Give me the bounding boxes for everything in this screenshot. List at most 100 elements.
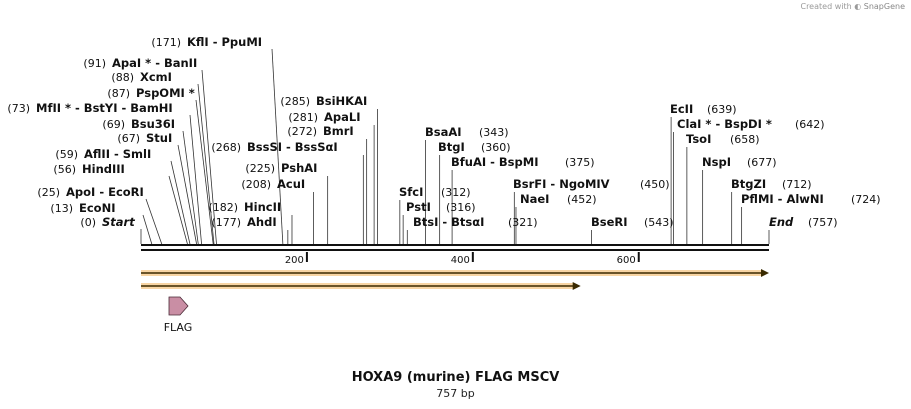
site-position: (69) bbox=[102, 118, 125, 131]
site-name[interactable]: ApaI * - BanII bbox=[112, 56, 197, 70]
snapgene-logo-icon: ◐ bbox=[854, 2, 862, 11]
site-name[interactable]: NaeI bbox=[520, 192, 549, 206]
orf-arrowhead-icon bbox=[761, 269, 769, 277]
site-position: (360) bbox=[481, 141, 511, 154]
site-name[interactable]: BtsI - BtsαI bbox=[413, 215, 484, 229]
site-position: (177) bbox=[211, 216, 241, 229]
site-position: (712) bbox=[782, 178, 812, 191]
site-position: (642) bbox=[795, 118, 825, 131]
site-labels: (0) Start (13) EcoNI (25) ApoI - EcoRI (56) Hin… bbox=[7, 35, 880, 229]
site-connector bbox=[271, 48, 284, 245]
site-position: (724) bbox=[851, 193, 881, 206]
map-title: HOXA9 (murine) FLAG MSCV bbox=[351, 370, 560, 385]
site-position: (450) bbox=[640, 178, 670, 191]
site-name[interactable]: BsrFI - NgoMIV bbox=[513, 177, 610, 191]
site-name[interactable]: ApoI - EcoRI bbox=[66, 185, 144, 199]
site-name[interactable]: End bbox=[769, 215, 794, 229]
site-connector bbox=[145, 198, 163, 245]
site-position: (375) bbox=[565, 156, 595, 169]
site-name[interactable]: PstI bbox=[406, 200, 431, 214]
site-position: (639) bbox=[707, 103, 737, 116]
site-connector bbox=[197, 83, 215, 245]
site-position: (67) bbox=[117, 132, 140, 145]
site-name[interactable]: BssSI - BssSαI bbox=[247, 140, 338, 154]
site-connector bbox=[177, 144, 197, 245]
site-lines bbox=[140, 48, 770, 245]
orfs bbox=[141, 269, 769, 290]
site-position: (677) bbox=[747, 156, 777, 169]
site-connector bbox=[182, 130, 199, 245]
site-position: (73) bbox=[7, 102, 30, 115]
site-position: (208) bbox=[241, 178, 271, 191]
orf-arrowhead-icon bbox=[572, 282, 581, 290]
site-name[interactable]: AcuI bbox=[277, 177, 305, 191]
site-position: (88) bbox=[111, 71, 134, 84]
flag-feature[interactable]: FLAG bbox=[164, 296, 193, 334]
site-connector bbox=[189, 114, 202, 245]
snapgene-credit: Created with ◐ SnapGene bbox=[800, 2, 905, 11]
site-name[interactable]: MfII * - BstYI - BamHI bbox=[36, 101, 173, 115]
site-name[interactable]: EcoNI bbox=[79, 201, 115, 215]
site-position: (343) bbox=[479, 126, 509, 139]
site-position: (658) bbox=[730, 133, 760, 146]
site-position: (268) bbox=[211, 141, 241, 154]
site-name[interactable]: BmrI bbox=[323, 124, 354, 138]
tick-label: 400 bbox=[451, 255, 470, 266]
site-position: (281) bbox=[288, 111, 318, 124]
site-connector bbox=[168, 175, 188, 245]
site-position: (13) bbox=[50, 202, 73, 215]
site-name[interactable]: XcmI bbox=[140, 70, 172, 84]
site-connector bbox=[170, 160, 191, 245]
tick-marks: 200 400 600 bbox=[285, 252, 640, 266]
site-position: (91) bbox=[83, 57, 106, 70]
site-name[interactable]: ClaI * - BspDI * bbox=[677, 117, 772, 131]
site-position: (59) bbox=[55, 148, 78, 161]
site-name[interactable]: TsoI bbox=[686, 132, 711, 146]
site-position: (543) bbox=[644, 216, 674, 229]
site-connector bbox=[195, 99, 214, 245]
feature-label-flag: FLAG bbox=[164, 321, 193, 334]
site-name[interactable]: BtgI bbox=[438, 140, 465, 154]
map-length: 757 bp bbox=[436, 387, 475, 400]
backbone bbox=[141, 244, 769, 251]
site-name[interactable]: PshAI bbox=[281, 161, 317, 175]
site-position: (272) bbox=[287, 125, 317, 138]
site-name[interactable]: ApaLI bbox=[324, 110, 361, 124]
site-name[interactable]: Bsu36I bbox=[131, 117, 175, 131]
site-name[interactable]: HincII bbox=[244, 200, 281, 214]
site-name[interactable]: StuI bbox=[146, 131, 172, 145]
site-position: (182) bbox=[208, 201, 238, 214]
site-name[interactable]: PflMI - AlwNI bbox=[741, 192, 824, 206]
tick-label: 600 bbox=[617, 255, 636, 266]
site-position: (56) bbox=[53, 163, 76, 176]
site-name[interactable]: EcII bbox=[670, 102, 693, 116]
site-position: (87) bbox=[107, 87, 130, 100]
site-name[interactable]: BfuAI - BspMI bbox=[451, 155, 538, 169]
site-position: (225) bbox=[245, 162, 275, 175]
site-name[interactable]: BseRI bbox=[591, 215, 628, 229]
site-position: (312) bbox=[441, 186, 471, 199]
site-position: (285) bbox=[280, 95, 310, 108]
site-name[interactable]: SfcI bbox=[399, 185, 423, 199]
flag-arrow-icon bbox=[168, 296, 189, 316]
site-position: (171) bbox=[151, 36, 181, 49]
site-name[interactable]: KflI - PpuMI bbox=[187, 35, 262, 49]
site-position: (757) bbox=[808, 216, 838, 229]
tick-label: 200 bbox=[285, 255, 304, 266]
site-name[interactable]: AflII - SmlI bbox=[84, 147, 151, 161]
site-name[interactable]: HindIII bbox=[82, 162, 125, 176]
site-position: (321) bbox=[508, 216, 538, 229]
site-name[interactable]: BsiHKAI bbox=[316, 94, 367, 108]
site-name[interactable]: BtgZI bbox=[731, 177, 766, 191]
site-name[interactable]: Start bbox=[102, 215, 135, 229]
site-name[interactable]: AhdI bbox=[247, 215, 277, 229]
site-position: (316) bbox=[446, 201, 476, 214]
site-position: (0) bbox=[80, 216, 96, 229]
site-name[interactable]: PspOMI * bbox=[136, 86, 195, 100]
site-connector bbox=[201, 69, 217, 245]
site-connector bbox=[142, 214, 153, 245]
site-position: (452) bbox=[567, 193, 597, 206]
site-name[interactable]: NspI bbox=[702, 155, 731, 169]
site-name[interactable]: BsaAI bbox=[425, 125, 462, 139]
